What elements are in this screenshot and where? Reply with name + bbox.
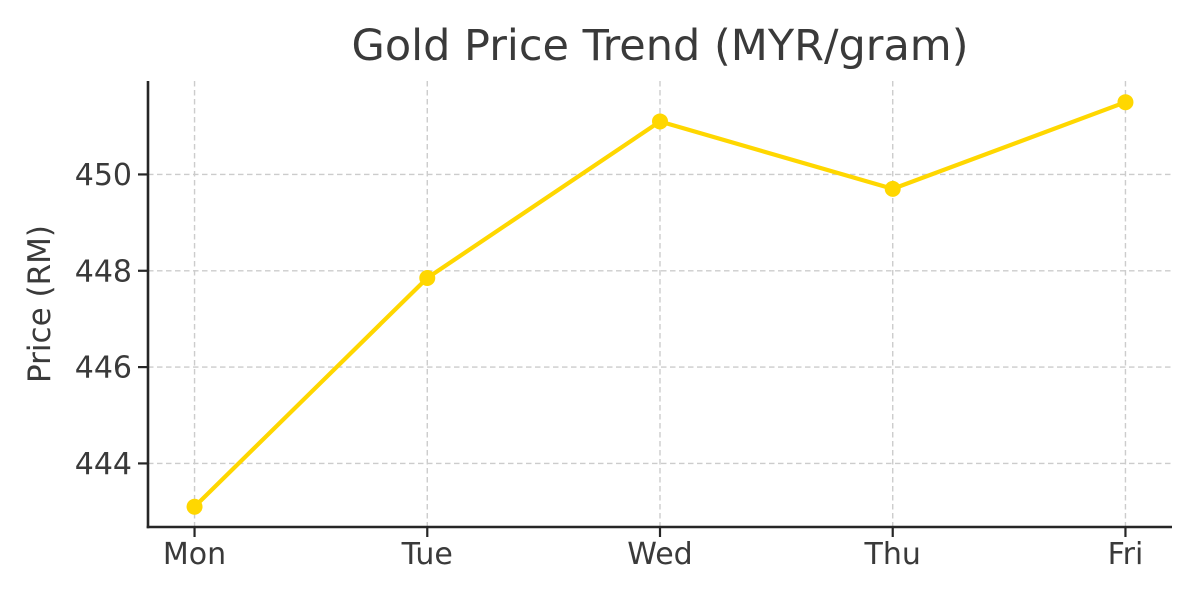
chart-title: Gold Price Trend (MYR/gram) [352, 21, 969, 71]
tick-labels: Mon Tue Wed Thu Fri 444 446 448 450 [75, 158, 1144, 572]
y-tick-label: 444 [75, 447, 132, 482]
y-tick-label: 448 [75, 254, 132, 289]
x-tick-label: Thu [864, 537, 921, 572]
data-point-fri [1117, 94, 1134, 111]
gridlines [148, 81, 1172, 527]
y-tick-label: 446 [75, 351, 132, 386]
data-point-thu [884, 180, 901, 197]
y-axis-label: Price (RM) [22, 225, 58, 383]
x-tick-label: Mon [163, 537, 226, 572]
x-tick-label: Tue [401, 537, 453, 572]
axes [138, 81, 1172, 537]
data-points [186, 94, 1134, 515]
x-tick-label: Fri [1108, 537, 1144, 572]
data-point-wed [652, 113, 668, 130]
data-point-tue [419, 269, 436, 286]
data-point-mon [186, 498, 203, 515]
y-tick-label: 450 [75, 158, 132, 193]
x-tick-label: Wed [627, 537, 692, 572]
